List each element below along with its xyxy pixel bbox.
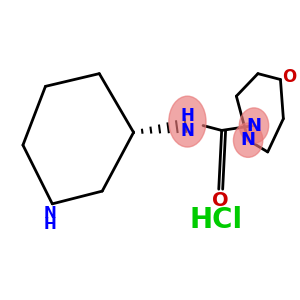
Ellipse shape: [169, 96, 206, 147]
Text: N: N: [247, 116, 262, 134]
Text: H: H: [44, 217, 57, 232]
Text: HCl: HCl: [189, 206, 242, 235]
Ellipse shape: [233, 123, 263, 157]
Text: O: O: [212, 191, 229, 210]
Ellipse shape: [239, 108, 269, 143]
Text: N: N: [241, 131, 256, 149]
Text: N: N: [44, 206, 57, 221]
Text: H: H: [181, 107, 194, 125]
Text: N: N: [181, 122, 194, 140]
Text: O: O: [282, 68, 297, 85]
